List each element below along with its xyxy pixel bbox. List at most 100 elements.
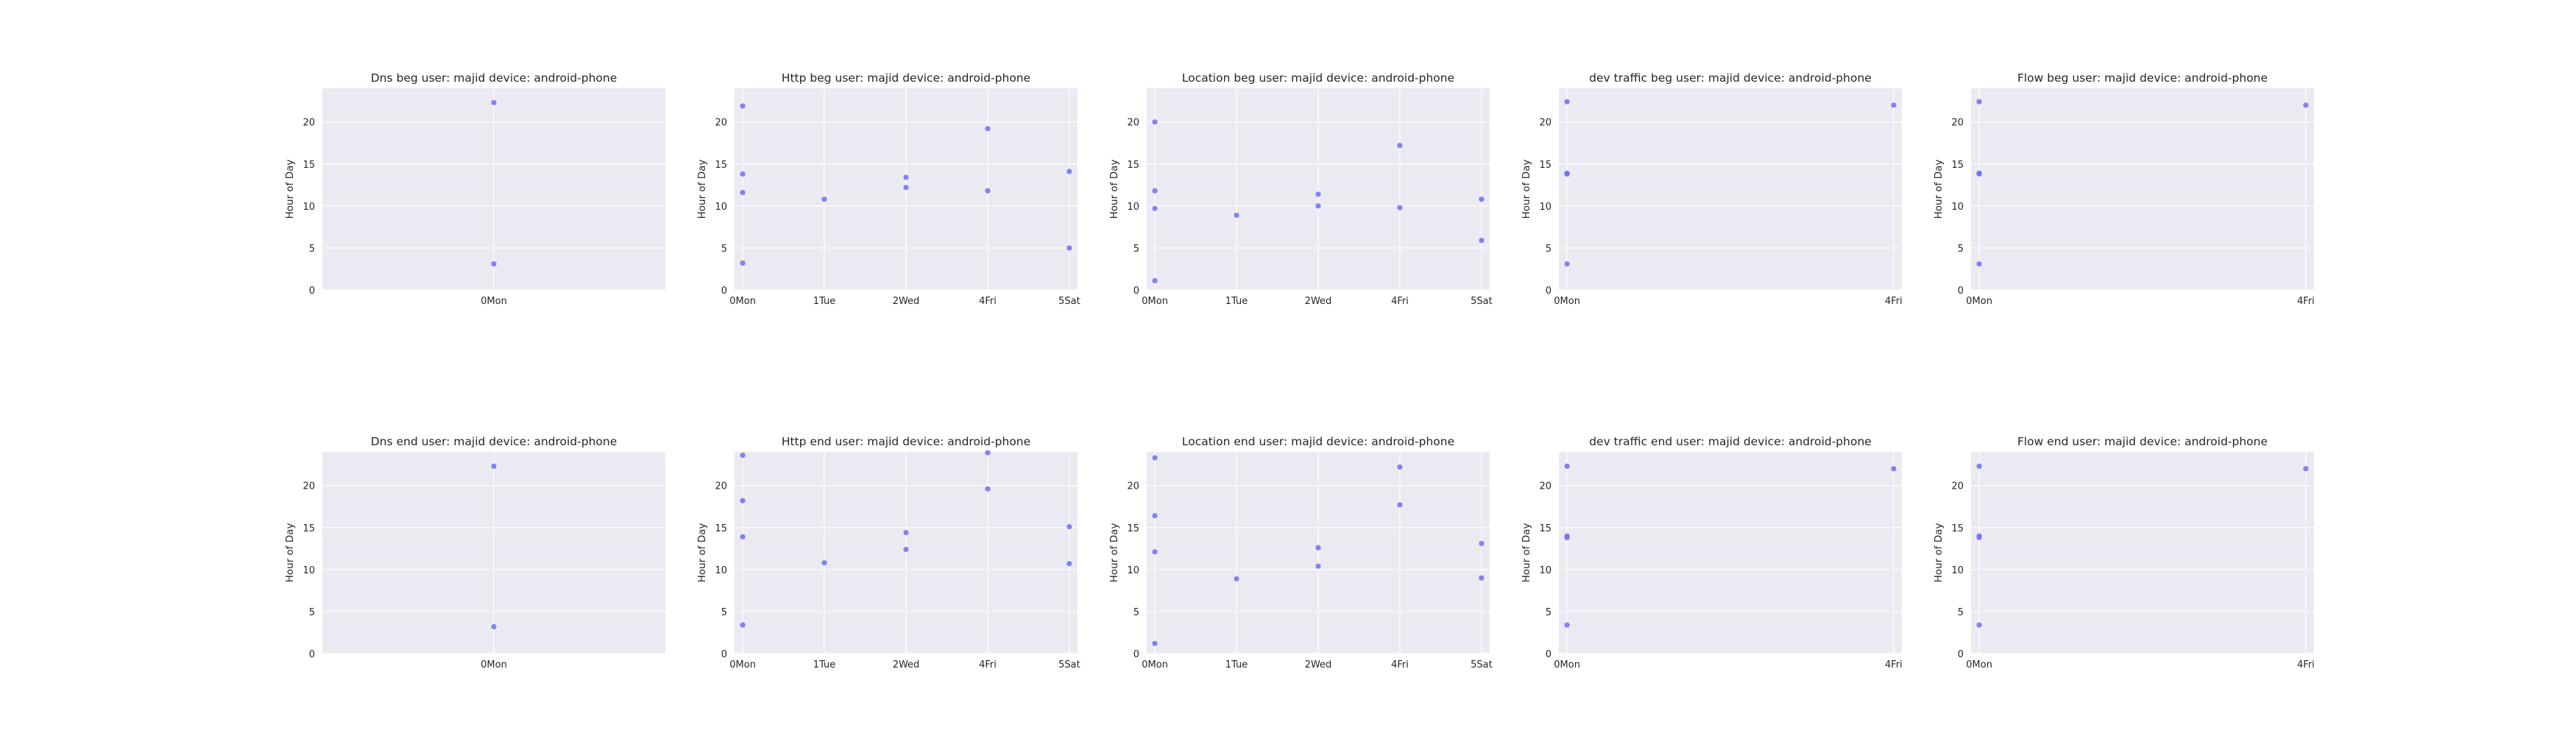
y-tick-label: 15	[1951, 523, 1964, 534]
y-tick-label: 15	[1127, 523, 1139, 534]
data-point	[1479, 238, 1485, 244]
y-tick-label: 20	[1539, 481, 1551, 492]
subplot-1: 0 5 10 15 20 0Mon 1Tue 2Wed 4Fri 5Sat Http beg use…	[696, 71, 1080, 307]
y-tick-label: 20	[1951, 118, 1964, 129]
data-point	[1315, 545, 1321, 551]
data-point	[903, 530, 909, 536]
subplot-5: 0 5 10 15 20 0Mon Dns end user: majid device: …	[284, 435, 665, 670]
y-tick-label: 0	[1958, 649, 1964, 660]
data-point	[740, 622, 746, 628]
x-tick-label: 4Fri	[1391, 296, 1409, 307]
x-tick-label: 4Fri	[1885, 659, 1903, 670]
y-axis-label: Hour of Day	[696, 160, 708, 219]
x-tick-label: 4Fri	[979, 659, 997, 670]
x-tick-label: 2Wed	[893, 296, 920, 307]
subplot-4: 0 5 10 15 20 0Mon 4Fri Flow beg user: majid dev…	[1933, 71, 2315, 307]
data-point	[1479, 575, 1485, 581]
y-tick-label: 10	[1127, 202, 1139, 213]
data-point	[985, 126, 991, 132]
y-tick-label: 0	[309, 649, 315, 660]
y-tick-label: 20	[715, 118, 727, 129]
data-point	[491, 261, 497, 267]
data-point	[1564, 171, 1570, 177]
data-point	[1976, 261, 1982, 267]
data-point	[903, 174, 909, 180]
data-point	[1397, 143, 1403, 149]
plot-area	[1971, 88, 2314, 290]
data-point	[740, 534, 746, 539]
data-point	[1152, 513, 1158, 519]
x-tick-label: 5Sat	[1471, 296, 1493, 307]
data-point	[1976, 463, 1982, 470]
y-axis-label: Hour of Day	[1521, 523, 1532, 583]
plot-area	[1559, 452, 1902, 654]
subplot-8: 0 5 10 15 20 0Mon 4Fri dev traffic end user: ma…	[1521, 435, 1903, 670]
data-point	[1066, 524, 1072, 530]
y-tick-label: 0	[721, 649, 727, 660]
subplot-title: Http end user: majid device: android-pho…	[782, 435, 1030, 448]
y-tick-label: 15	[1951, 160, 1964, 171]
y-tick-label: 10	[1539, 202, 1551, 213]
y-tick-label: 15	[715, 523, 727, 534]
y-tick-label: 10	[1951, 202, 1964, 213]
x-tick-label: 4Fri	[2297, 296, 2315, 307]
y-tick-label: 20	[1127, 481, 1139, 492]
y-tick-label: 20	[1127, 118, 1139, 129]
y-axis-label: Hour of Day	[1108, 160, 1120, 219]
data-point	[1315, 563, 1321, 569]
data-point	[1479, 197, 1485, 202]
data-point	[985, 188, 991, 194]
y-tick-label: 5	[721, 607, 727, 618]
data-point	[903, 185, 909, 191]
plot-area	[1971, 452, 2314, 654]
y-tick-label: 0	[1546, 286, 1551, 297]
x-tick-label: 0Mon	[1142, 659, 1168, 670]
x-tick-label: 0Mon	[1554, 296, 1580, 307]
data-point	[491, 463, 497, 470]
x-tick-label: 0Mon	[1554, 659, 1580, 670]
y-tick-label: 5	[1133, 244, 1139, 255]
data-point	[740, 498, 746, 503]
y-tick-label: 10	[302, 565, 315, 576]
data-point	[1976, 534, 1982, 541]
y-tick-label: 20	[302, 118, 315, 129]
y-axis-label: Hour of Day	[1108, 523, 1120, 583]
data-point	[1976, 622, 1982, 628]
data-point	[1152, 205, 1158, 211]
data-point	[1152, 277, 1158, 284]
x-tick-label: 0Mon	[481, 296, 507, 307]
x-tick-label: 4Fri	[1885, 296, 1903, 307]
x-tick-label: 5Sat	[1058, 296, 1080, 307]
data-point	[1564, 99, 1570, 105]
x-tick-label: 0Mon	[1966, 659, 1992, 670]
x-tick-label: 2Wed	[893, 659, 920, 670]
y-tick-label: 20	[715, 481, 727, 492]
data-point	[1397, 205, 1403, 210]
data-point	[821, 560, 827, 566]
data-point	[2303, 466, 2309, 472]
y-tick-label: 5	[721, 244, 727, 255]
data-point	[740, 171, 746, 177]
data-point	[1891, 466, 1897, 472]
data-point	[821, 197, 827, 202]
x-tick-label: 5Sat	[1471, 659, 1493, 670]
y-tick-label: 5	[1958, 607, 1964, 618]
x-tick-label: 1Tue	[1225, 659, 1248, 670]
data-point	[985, 450, 991, 456]
data-point	[740, 452, 746, 459]
y-tick-label: 20	[1951, 481, 1964, 492]
y-tick-label: 0	[1546, 649, 1551, 660]
y-tick-label: 15	[715, 160, 727, 171]
y-tick-label: 5	[1958, 244, 1964, 255]
data-point	[903, 546, 909, 553]
y-tick-label: 10	[302, 202, 315, 213]
data-point	[1564, 261, 1570, 267]
y-tick-label: 20	[1539, 118, 1551, 129]
y-tick-label: 5	[1546, 244, 1551, 255]
y-tick-label: 5	[1546, 607, 1551, 618]
subplot-2: 0 5 10 15 20 0Mon 1Tue 2Wed 4Fri 5Sat Location beg…	[1108, 71, 1493, 307]
subplot-title: Flow end user: majid device: android-pho…	[2017, 435, 2268, 448]
data-point	[1152, 188, 1158, 194]
y-axis-label: Hour of Day	[1521, 160, 1532, 219]
